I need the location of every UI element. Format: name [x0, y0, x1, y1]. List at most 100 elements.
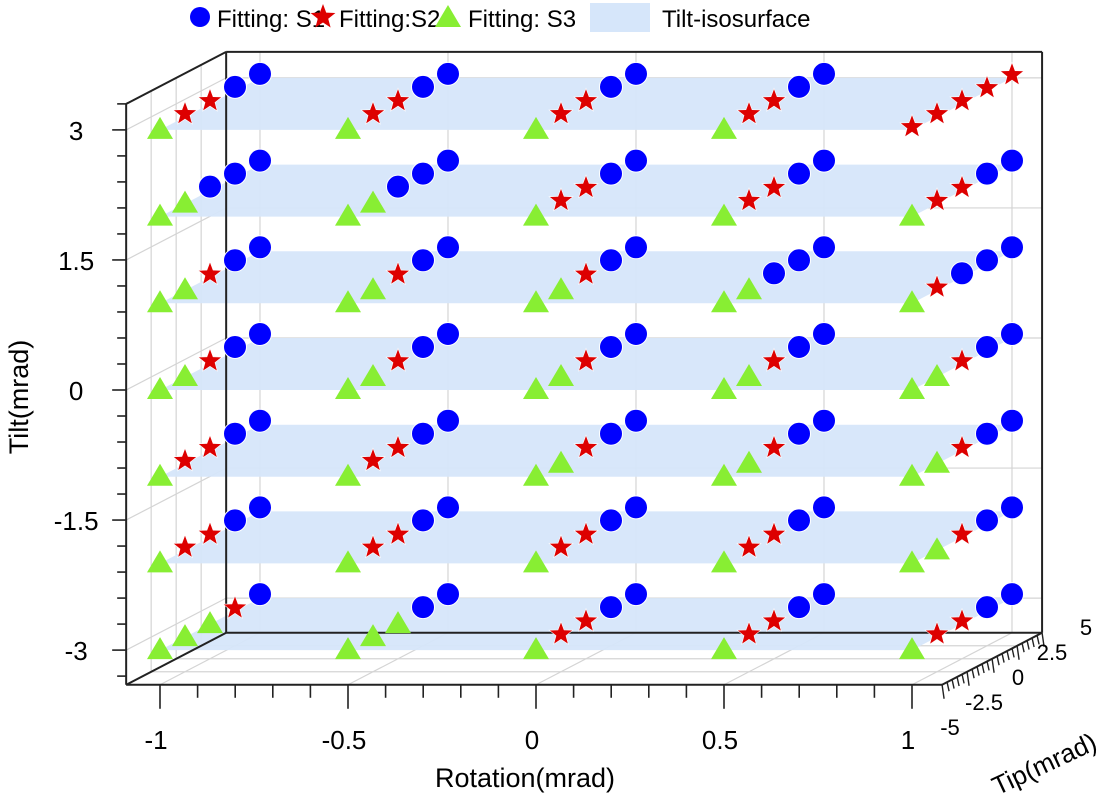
legend-s2-marker — [310, 4, 336, 28]
z-axis-title: Tilt(mrad) — [4, 340, 34, 455]
point-s2-star — [761, 607, 787, 632]
point-s2-star — [736, 100, 762, 125]
point-s2-star — [548, 187, 574, 212]
axis-box-edge — [125, 631, 227, 686]
axes-box — [125, 50, 1044, 686]
y-tick — [991, 658, 995, 673]
point-s1-circle — [248, 582, 272, 607]
point-s2-star — [197, 347, 223, 372]
point-s2-star — [573, 521, 599, 546]
point-s3-triangle — [711, 116, 737, 139]
point-s2-star — [172, 447, 198, 472]
point-s2-star — [924, 273, 950, 299]
point-s1-circle — [812, 582, 836, 607]
point-s1-circle — [787, 161, 811, 186]
point-s3-triangle — [172, 277, 198, 300]
legend-surface-swatch — [590, 3, 650, 32]
y-tick — [1036, 635, 1040, 645]
point-s2-star — [573, 174, 599, 199]
point-s1-circle — [812, 495, 836, 520]
point-s1-circle — [1000, 235, 1024, 260]
point-s2-star — [949, 347, 975, 372]
point-s2-star — [197, 434, 223, 459]
point-s3-triangle — [523, 203, 549, 226]
point-s2-star — [548, 620, 574, 645]
y-tick — [996, 656, 1000, 666]
point-s3-triangle — [899, 463, 925, 486]
y-tick — [956, 676, 960, 687]
point-s3-triangle — [711, 463, 737, 486]
point-s2-star — [736, 187, 762, 212]
left-wall-gridline — [125, 467, 227, 521]
y-tick — [1026, 640, 1030, 650]
point-s1-circle — [436, 582, 460, 607]
x-axis-title: Rotation(mrad) — [435, 763, 615, 793]
left-wall-gridline — [125, 207, 227, 261]
point-s1-circle — [248, 495, 272, 520]
point-s3-triangle — [924, 537, 950, 560]
point-s1-circle — [624, 408, 648, 433]
point-s3-triangle — [711, 203, 737, 226]
point-s3-triangle — [711, 550, 737, 573]
legend-surface-label: Tilt-isosurface — [662, 6, 810, 33]
point-s3-triangle — [736, 277, 762, 300]
point-s1-circle — [624, 582, 648, 607]
point-s3-triangle — [899, 203, 925, 226]
point-s1-circle — [1000, 322, 1024, 346]
y-tick — [1031, 637, 1035, 648]
point-s3-triangle — [172, 190, 198, 213]
legend: Fitting: S1 Fitting:S2 Fitting: S3 Tilt-… — [190, 3, 810, 33]
point-s1-circle — [599, 74, 623, 99]
point-s1-circle — [975, 335, 999, 359]
legend-s3-marker — [435, 5, 461, 27]
point-s2-star — [385, 260, 411, 286]
legend-s1-label: Fitting: S1 — [217, 6, 325, 33]
point-s1-circle — [1000, 408, 1024, 433]
point-s3-triangle — [360, 277, 386, 300]
point-s1-circle — [411, 508, 435, 533]
point-s1-circle — [599, 595, 623, 620]
y-tick — [971, 669, 975, 679]
point-s3-triangle — [172, 624, 198, 647]
point-s1-circle — [624, 61, 648, 86]
y-tick — [976, 666, 980, 676]
point-s1-circle — [787, 74, 811, 99]
point-s1-circle — [950, 261, 974, 286]
point-s3-triangle — [147, 550, 173, 573]
point-s3-triangle — [147, 203, 173, 226]
legend-s1-marker — [190, 7, 210, 27]
point-s3-triangle — [736, 450, 762, 473]
left-wall-gridline — [125, 597, 227, 651]
point-s1-circle — [624, 495, 648, 520]
point-s2-star — [924, 620, 950, 645]
point-s1-circle — [812, 61, 836, 86]
point-s3-triangle — [335, 377, 361, 399]
point-s2-star — [949, 521, 975, 546]
point-s2-star — [761, 521, 787, 546]
point-s2-star — [736, 620, 762, 645]
point-s2-star — [573, 347, 599, 372]
point-s3-triangle — [523, 637, 549, 660]
left-wall-gridline — [125, 77, 227, 131]
point-s3-triangle — [335, 203, 361, 226]
point-s2-star — [172, 100, 198, 125]
point-s1-circle — [812, 408, 836, 433]
point-s1-circle — [787, 595, 811, 620]
legend-s3-label: Fitting: S3 — [468, 6, 576, 33]
point-s2-star — [197, 87, 223, 112]
point-s3-triangle — [360, 624, 386, 647]
point-s1-circle — [223, 421, 247, 446]
point-s1-circle — [812, 322, 836, 346]
point-s2-star — [573, 260, 599, 286]
point-s2-star — [573, 607, 599, 632]
point-s2-star — [999, 61, 1025, 86]
point-s1-circle — [198, 174, 222, 199]
point-s1-circle — [975, 161, 999, 186]
y-tick — [1001, 653, 1005, 663]
data-points — [147, 61, 1025, 660]
y-tick — [966, 671, 970, 686]
x-tick-label: 0 — [525, 725, 539, 755]
point-s3-triangle — [335, 116, 361, 139]
point-s1-circle — [223, 335, 247, 359]
point-s1-circle — [599, 508, 623, 533]
